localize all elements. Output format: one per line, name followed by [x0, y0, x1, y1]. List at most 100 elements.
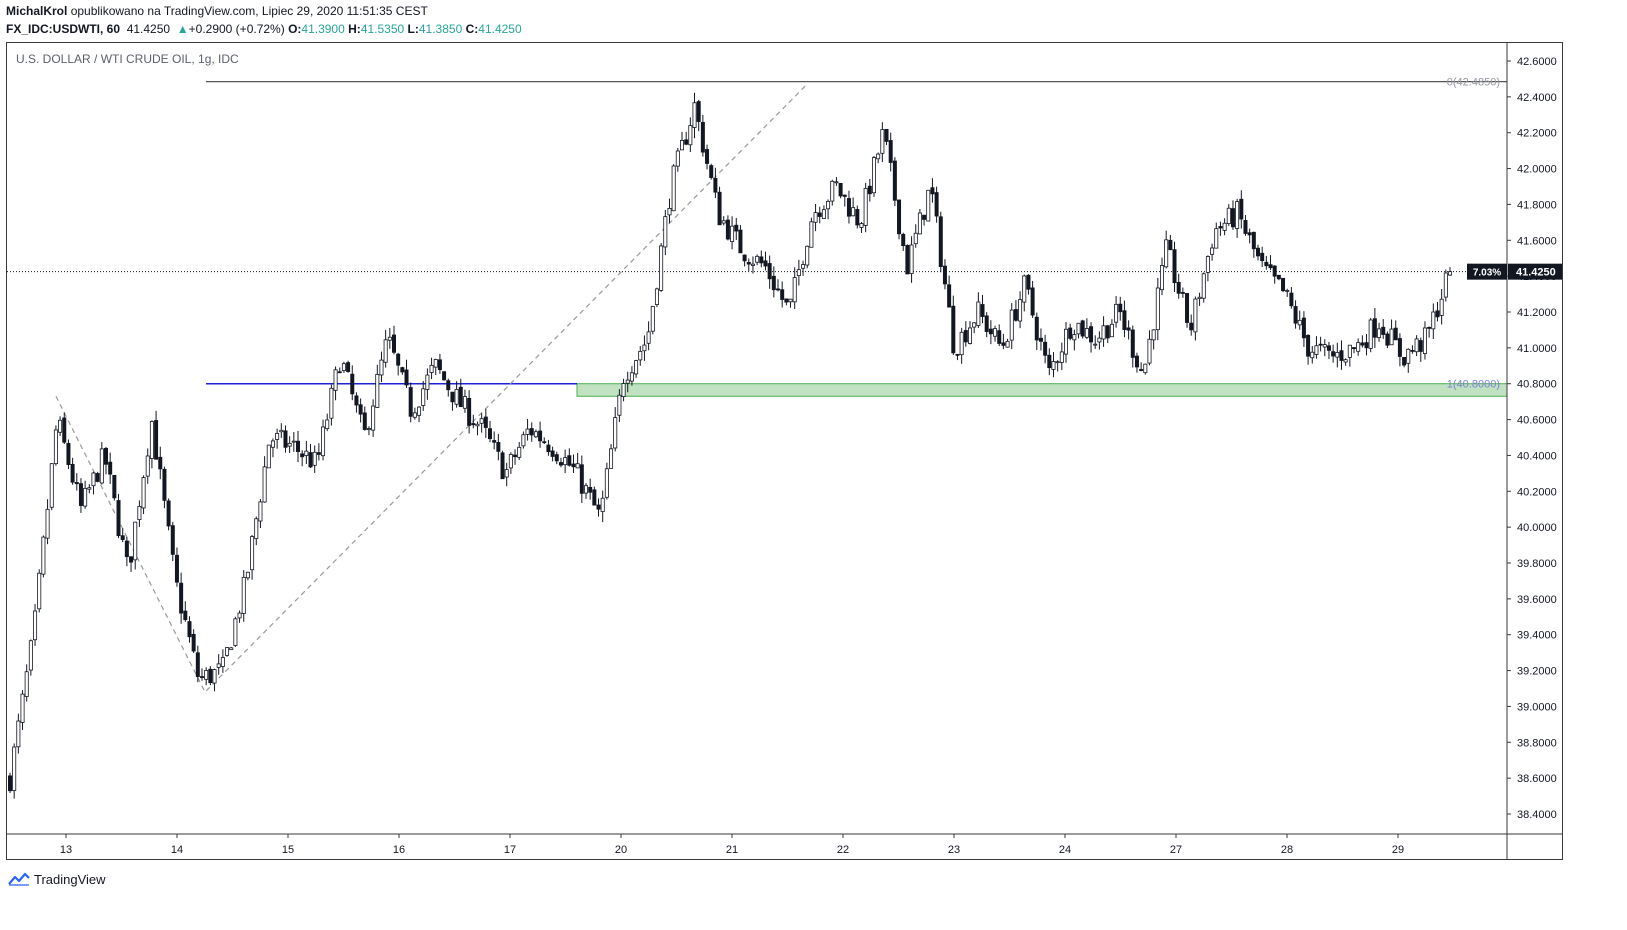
candle-body: [813, 212, 818, 223]
candle-body: [1151, 329, 1156, 341]
candle-body: [199, 676, 204, 678]
candle-body: [993, 328, 998, 337]
candle-body: [1410, 349, 1415, 352]
candle-body: [437, 359, 442, 371]
x-tick-label: 21: [726, 844, 738, 856]
candle-body: [1414, 338, 1419, 353]
candle-body: [713, 178, 718, 193]
candle-body: [1109, 323, 1114, 338]
candle-body: [663, 216, 668, 248]
candle-body: [846, 198, 851, 217]
candle-body: [66, 442, 71, 465]
candle-body: [1239, 198, 1244, 220]
candle-body: [1185, 293, 1190, 323]
candle-body: [542, 441, 547, 444]
candle-body: [283, 430, 288, 448]
candle-body: [41, 536, 46, 575]
y-tick-label: 42.2000: [1517, 128, 1557, 140]
candle-body: [521, 434, 526, 447]
candle-body: [525, 428, 530, 435]
candle-body: [174, 554, 179, 583]
candle-body: [1205, 256, 1210, 273]
candle-body: [379, 359, 384, 376]
candle-body: [625, 379, 630, 384]
candle-body: [763, 260, 768, 267]
candle-body: [62, 417, 67, 443]
candle-body: [1448, 271, 1453, 276]
candle-body: [162, 468, 167, 501]
candle-body: [58, 419, 63, 433]
candle-body: [20, 693, 25, 723]
candle-body: [270, 440, 275, 448]
y-tick-label: 42.6000: [1517, 56, 1557, 68]
candle-body: [634, 360, 639, 375]
candle-body: [1105, 325, 1110, 339]
candle-body: [1189, 322, 1194, 331]
close-label: C:: [465, 22, 479, 36]
candle-body: [112, 474, 117, 499]
candle-body: [1435, 310, 1440, 318]
candle-body: [1018, 299, 1023, 322]
candle-body: [1397, 338, 1402, 357]
candle-body: [371, 405, 376, 431]
candle-body: [629, 372, 634, 382]
candle-body: [500, 452, 505, 480]
candle-body: [1122, 310, 1127, 330]
candle-body: [170, 525, 175, 555]
candle-body: [408, 387, 413, 417]
candle-body: [767, 263, 772, 280]
candle-body: [905, 245, 910, 275]
candle-body: [1026, 274, 1031, 290]
candle-body: [487, 428, 492, 440]
candle-body: [642, 344, 647, 352]
candle-body: [942, 265, 947, 285]
y-tick-label: 39.8000: [1517, 558, 1557, 570]
footer-brand: TradingView: [34, 871, 106, 887]
candle-body: [968, 327, 973, 344]
candle-body: [930, 187, 935, 195]
candle-body: [1043, 341, 1048, 356]
x-tick-label: 13: [60, 844, 72, 856]
x-tick-label: 16: [393, 844, 405, 856]
candle-body: [1168, 239, 1173, 251]
candle-body: [37, 572, 42, 610]
candle-body: [1314, 345, 1319, 355]
candle-body: [1393, 327, 1398, 341]
candle-body: [667, 208, 672, 216]
candle-body: [951, 305, 956, 354]
candle-body: [533, 431, 538, 438]
candle-body: [1247, 232, 1252, 236]
candle-body: [1251, 231, 1256, 250]
candle-body: [1439, 298, 1444, 316]
change-arrow-icon: ▲: [176, 22, 189, 36]
candle-body: [1276, 274, 1281, 280]
candle-body: [396, 353, 401, 366]
candle-body: [1339, 350, 1344, 361]
candle-body: [872, 157, 877, 194]
candle-body: [45, 508, 50, 539]
candle-body: [266, 444, 271, 469]
footer[interactable]: TradingView: [8, 870, 106, 888]
y-tick-label: 40.0000: [1517, 522, 1557, 534]
candle-body: [738, 229, 743, 254]
last-price: 41.4250: [126, 22, 171, 36]
candle-body: [462, 396, 467, 409]
candle-body: [1084, 328, 1089, 338]
fib-level-label: 1(40.8000): [1447, 379, 1500, 391]
y-tick-label: 41.0000: [1517, 343, 1557, 355]
candle-body: [1418, 340, 1423, 352]
candle-body: [746, 261, 751, 265]
candle-body: [988, 328, 993, 335]
candle-body: [888, 140, 893, 163]
y-tick-label: 38.6000: [1517, 773, 1557, 785]
author-name[interactable]: MichalKrol: [6, 4, 68, 18]
candle-body: [166, 500, 171, 527]
candle-body: [1281, 277, 1286, 292]
candle-body: [450, 391, 455, 403]
candle-body: [1422, 327, 1427, 354]
high-value: 41.5350: [360, 22, 405, 36]
candle-body: [366, 428, 371, 431]
candle-body: [1331, 351, 1336, 357]
candles-group: [7, 92, 1453, 799]
